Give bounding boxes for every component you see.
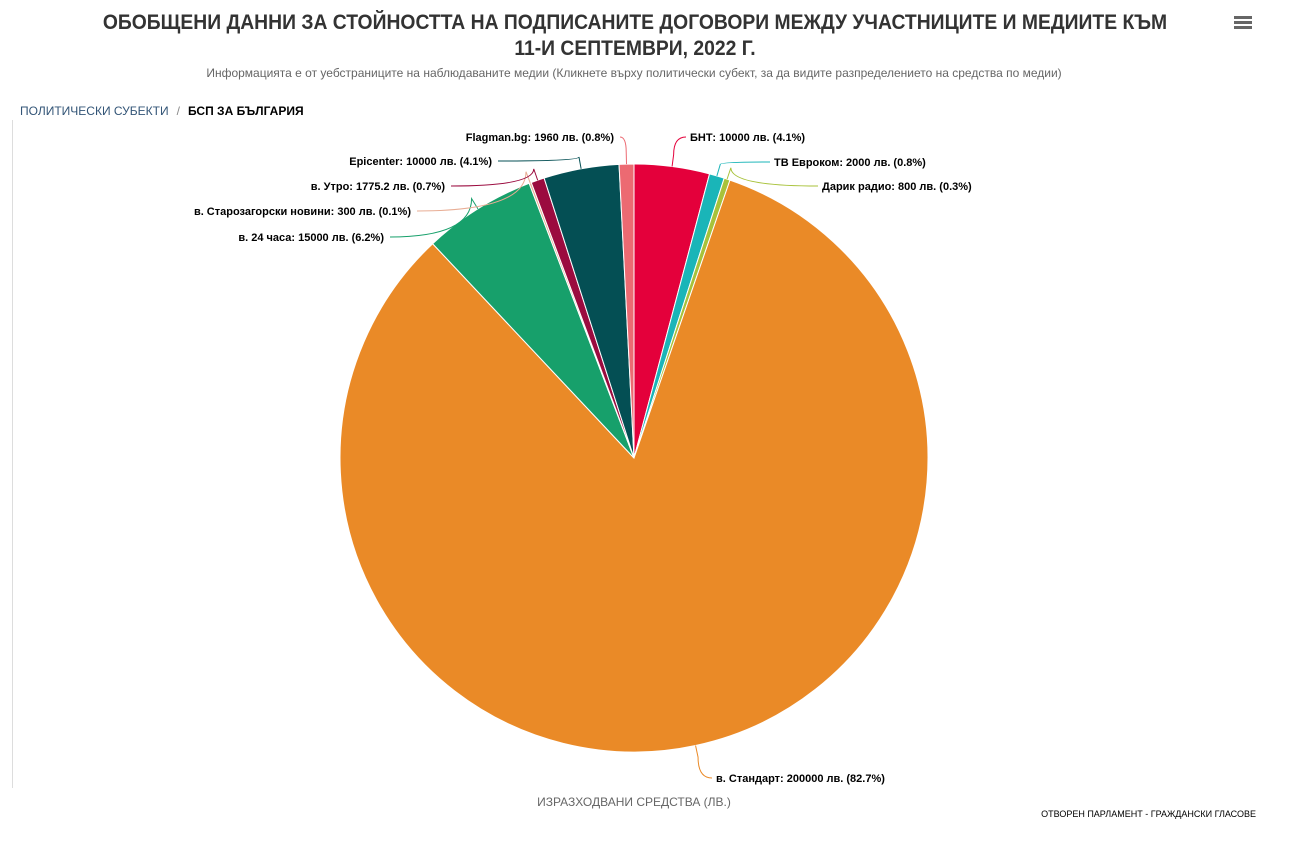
data-label-connector [416, 171, 531, 212]
data-label-connector [389, 196, 479, 238]
breadcrumb: ПОЛИТИЧЕСКИ СУБЕКТИ / БСП ЗА БЪЛГАРИЯ [20, 104, 304, 118]
pie-slice[interactable] [431, 182, 635, 459]
data-label: в. Утро: 1775.2 лв. (0.7%) [311, 181, 446, 193]
data-label-connector [619, 136, 628, 165]
data-label: БНТ: 10000 лв. (4.1%) [690, 132, 805, 144]
data-label: Flagman.bg: 1960 лв. (0.8%) [466, 132, 615, 144]
data-label: в. Старозагорски новини: 300 лв. (0.1%) [194, 206, 411, 218]
breadcrumb-separator: / [176, 104, 180, 118]
data-label-connector [671, 136, 687, 167]
pie-slice[interactable] [339, 179, 929, 753]
data-label-connector [695, 745, 713, 779]
data-label-connector [726, 167, 819, 187]
hamburger-menu-icon[interactable] [1234, 16, 1252, 31]
chart-subtitle: Информацията е от уебстраниците на наблю… [206, 66, 1062, 80]
data-label: Epicenter: 10000 лв. (4.1%) [349, 156, 492, 168]
data-label-connector [497, 156, 582, 169]
plot-border [12, 120, 13, 788]
breadcrumb-current: БСП ЗА БЪЛГАРИЯ [187, 104, 304, 118]
data-label: ТВ Евроком: 2000 лв. (0.8%) [774, 157, 926, 169]
credits[interactable]: ОТВОРЕН ПАРЛАМЕНТ - ГРАЖДАНСКИ ГЛАСОВЕ [1041, 809, 1256, 819]
breadcrumb-political-subjects-link[interactable]: ПОЛИТИЧЕСКИ СУБЕКТИ [20, 104, 169, 118]
data-label-connector [716, 161, 771, 177]
data-label: в. 24 часа: 15000 лв. (6.2%) [238, 232, 384, 244]
x-axis-label: ИЗРАЗХОДВАНИ СРЕДСТВА (ЛВ.) [537, 795, 731, 809]
chart-title: ОБОБЩЕНИ ДАННИ ЗА СТОЙНОСТТА НА ПОДПИСАН… [102, 11, 1168, 60]
data-label-connector [450, 168, 539, 187]
data-label: Дарик радио: 800 лв. (0.3%) [822, 181, 972, 193]
data-label: в. Стандарт: 200000 лв. (82.7%) [716, 773, 885, 785]
